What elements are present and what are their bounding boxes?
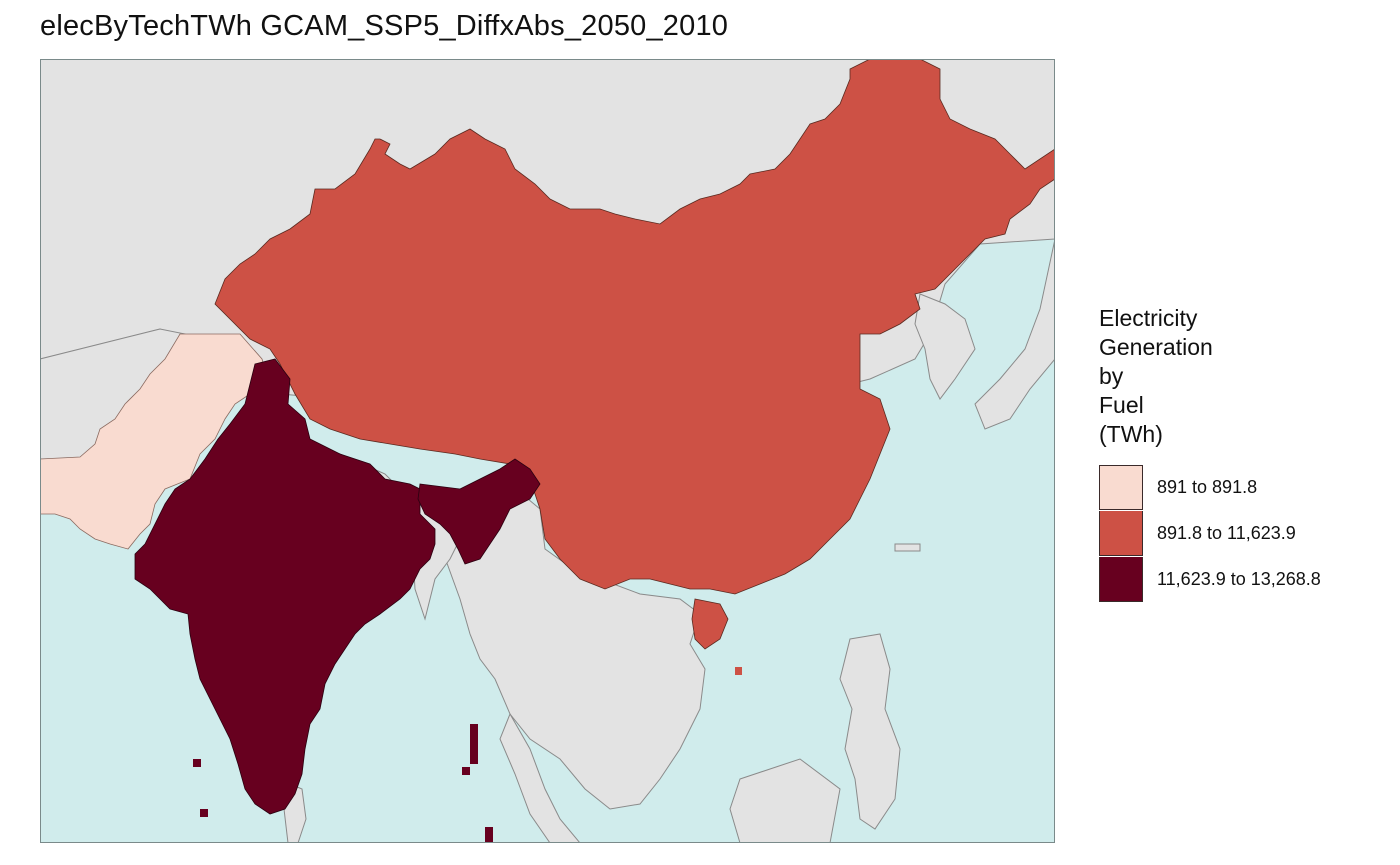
legend-items: 891 to 891.8 891.8 to 11,623.9 11,623.9 …	[1099, 464, 1389, 602]
region-india-island-1	[470, 724, 478, 764]
region-india-island-5	[485, 827, 493, 843]
legend-title-line: Generation	[1099, 334, 1213, 360]
land-philippines	[839, 633, 901, 830]
legend: Electricity Generation by Fuel (TWh) 891…	[1099, 304, 1389, 602]
region-india	[134, 358, 436, 815]
legend-title-line: Electricity	[1099, 305, 1198, 331]
land-taiwan-islands	[894, 543, 921, 552]
legend-title: Electricity Generation by Fuel (TWh)	[1099, 304, 1389, 449]
region-india-island-2	[193, 759, 201, 767]
region-china-island-1	[735, 667, 742, 675]
legend-item: 891.8 to 11,623.9	[1099, 510, 1389, 556]
map-panel	[40, 59, 1055, 843]
legend-label: 891.8 to 11,623.9	[1157, 522, 1296, 543]
map-title: elecByTechTWh GCAM_SSP5_DiffxAbs_2050_20…	[40, 10, 729, 42]
land-southeast-asia	[419, 483, 706, 810]
legend-title-line: (TWh)	[1099, 421, 1163, 447]
region-pakistan	[40, 333, 269, 550]
land-korea-japan	[914, 293, 976, 400]
land-borneo-sumatra	[729, 758, 841, 843]
legend-swatch	[1099, 556, 1143, 602]
legend-item: 11,623.9 to 13,268.8	[1099, 556, 1389, 602]
region-taiwan	[691, 598, 729, 650]
land-japan	[974, 238, 1055, 430]
region-china	[214, 59, 1055, 595]
legend-swatch	[1099, 510, 1143, 556]
legend-label: 11,623.9 to 13,268.8	[1157, 568, 1321, 589]
choropleth-map	[40, 59, 1055, 843]
legend-swatch	[1099, 464, 1143, 510]
legend-item: 891 to 891.8	[1099, 464, 1389, 510]
legend-title-line: Fuel	[1099, 392, 1144, 418]
region-india-island-3	[200, 809, 208, 817]
land-malay-peninsula	[499, 712, 581, 843]
legend-label: 891 to 891.8	[1157, 476, 1258, 497]
map-border	[40, 59, 1055, 843]
region-india-island-4	[462, 767, 470, 775]
legend-title-line: by	[1099, 363, 1124, 389]
region-india-northeast	[417, 458, 541, 565]
